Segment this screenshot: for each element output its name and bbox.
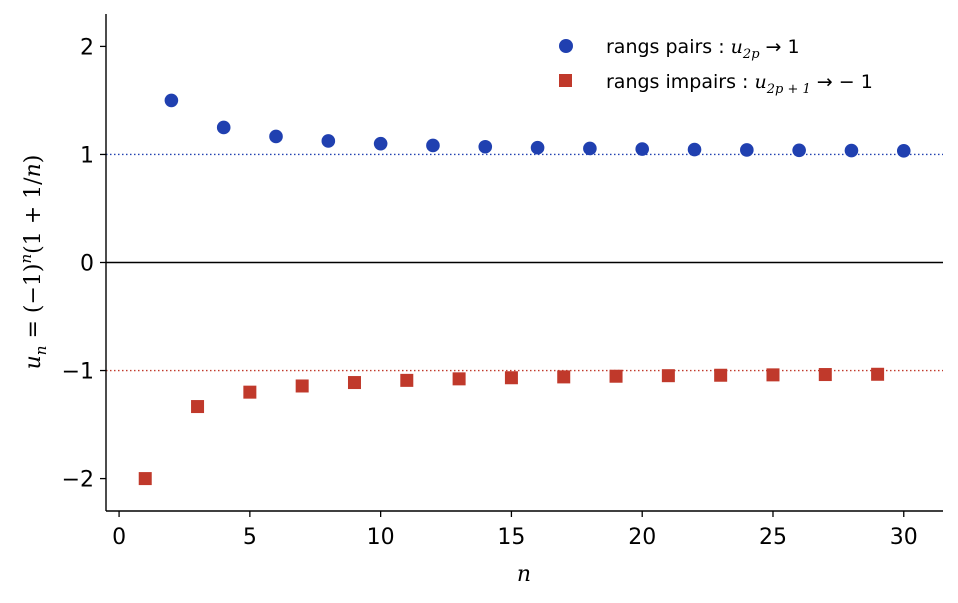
x-tick-label: 0 [112,525,126,550]
x-tick-label: 20 [628,525,656,550]
x-axis-label: n [517,562,531,587]
legend-entry-even: rangs pairs : u2p → 1 [606,36,800,62]
point-even-n30 [896,144,911,158]
point-odd-n1 [138,472,152,486]
point-even-n10 [373,136,388,151]
point-odd-n9 [347,376,361,390]
y-axis-label: un = (−1)n(1 + 1/n) [17,155,50,370]
point-even-n2 [164,93,179,108]
point-odd-n3 [191,400,205,414]
point-odd-n7 [295,379,309,393]
x-axis-ticks: 0 5 10 15 20 25 30 [112,511,918,550]
legend: rangs pairs : u2p → 1 rangs impairs : u2… [559,36,873,97]
point-even-n16 [530,140,545,155]
point-even-n14 [478,139,493,154]
point-odd-n11 [400,373,414,387]
point-even-n4 [216,120,231,135]
point-even-n22 [687,142,702,157]
y-tick-label: 1 [80,143,94,168]
legend-marker-even [559,39,573,53]
y-tick-label: −2 [62,468,94,493]
point-odd-n23 [714,368,728,382]
point-odd-n5 [243,385,257,399]
y-axis-ticks: −2 −1 0 1 2 [62,35,106,493]
data-points [138,93,911,486]
point-odd-n29 [871,367,885,381]
point-even-n8 [321,134,336,148]
y-tick-label: −1 [62,360,94,385]
point-even-n12 [426,138,440,153]
point-even-n6 [269,129,283,144]
x-tick-label: 30 [890,525,918,550]
legend-marker-odd [559,74,572,87]
point-even-n26 [792,143,806,158]
point-even-n18 [583,141,597,156]
point-odd-n15 [504,371,518,385]
y-tick-label: 2 [80,35,94,60]
point-odd-n17 [557,370,571,384]
point-even-n28 [844,143,859,158]
point-odd-n27 [818,368,832,382]
point-even-n24 [740,143,754,157]
x-tick-label: 15 [497,525,525,550]
point-odd-n13 [452,372,466,386]
x-tick-label: 25 [759,525,787,550]
legend-entry-odd: rangs impairs : u2p + 1 → − 1 [606,71,873,97]
x-tick-label: 10 [367,525,395,550]
y-tick-label: 0 [80,252,94,277]
point-odd-n21 [661,369,675,383]
reference-lines [106,153,943,372]
point-odd-n25 [766,368,780,382]
x-tick-label: 5 [243,525,257,550]
point-even-n20 [635,142,650,156]
point-odd-n19 [609,369,623,383]
